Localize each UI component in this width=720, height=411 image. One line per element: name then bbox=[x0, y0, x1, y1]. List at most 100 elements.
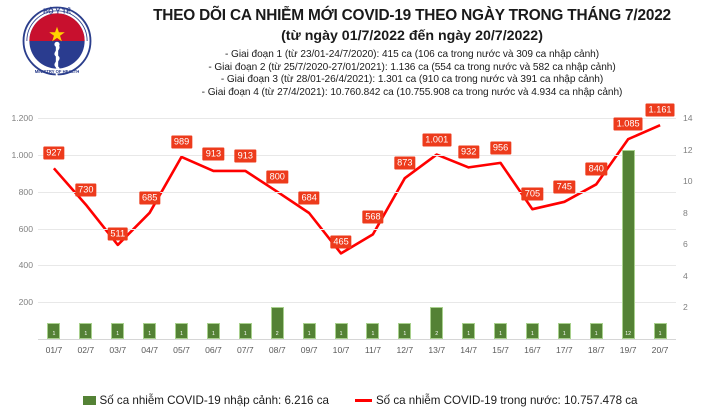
line-value-label: 684 bbox=[298, 191, 320, 205]
logo-bottom-text: MINISTRY OF HEALTH bbox=[35, 69, 79, 74]
bar-imported-cases: 1 bbox=[302, 323, 316, 339]
bar-value-label: 1 bbox=[499, 331, 502, 337]
gridline bbox=[38, 118, 676, 119]
y-axis-right-tick: 6 bbox=[683, 239, 688, 250]
bar-imported-cases: 2 bbox=[270, 307, 284, 339]
gridline bbox=[38, 339, 676, 340]
x-axis-labels: 01/7 02/7 03/7 04/7 05/7 06/7 07/7 08/7 09/7 10/7… bbox=[38, 345, 676, 361]
bar-imported-cases: 1 bbox=[334, 323, 348, 339]
bar-value-label: 1 bbox=[594, 331, 598, 337]
line-value-label: 1.085 bbox=[613, 117, 643, 131]
bar-value-label: 1 bbox=[530, 331, 534, 337]
line-value-label: 1.001 bbox=[422, 133, 452, 147]
bar-imported-cases: 1 bbox=[238, 323, 252, 339]
y-axis-right-tick: 2 bbox=[683, 302, 688, 313]
bar-value-label: 1 bbox=[339, 331, 343, 337]
x-axis-tick-label: 16/7 bbox=[524, 345, 541, 355]
bar-value-label: 1 bbox=[403, 331, 407, 337]
y-axis-left-tick: 600 bbox=[18, 223, 33, 234]
logo-top-text: BỘ Y TẾ bbox=[43, 5, 71, 15]
gridline bbox=[38, 228, 676, 230]
y-axis-right-tick: 8 bbox=[683, 207, 688, 218]
line-value-label: 730 bbox=[75, 183, 97, 197]
line-value-label: 956 bbox=[489, 141, 512, 155]
legend-line-swatch-icon bbox=[354, 398, 372, 402]
ministry-of-health-logo: BỘ Y TẾ MINISTRY OF HEALTH bbox=[14, 5, 100, 77]
line-value-label: 989 bbox=[170, 135, 193, 149]
y-axis-right-tick: 14 bbox=[683, 113, 693, 123]
bar-imported-cases: 1 bbox=[557, 323, 571, 339]
bar-value-label: 1 bbox=[148, 331, 152, 337]
line-value-label: 511 bbox=[107, 227, 129, 241]
bar-value-label: 2 bbox=[435, 331, 439, 337]
bar-imported-cases: 1 bbox=[653, 323, 667, 339]
y-axis-right-tick: 10 bbox=[683, 176, 693, 187]
x-axis-tick-label: 10/7 bbox=[332, 345, 350, 355]
y-axis-left-tick: 400 bbox=[18, 260, 33, 271]
title-block: THEO DÕI CA NHIỄM MỚI COVID-19 THEO NGÀY… bbox=[104, 6, 720, 99]
line-value-label: 568 bbox=[362, 210, 384, 224]
line-value-label: 800 bbox=[266, 170, 288, 184]
x-axis-tick-label: 14/7 bbox=[460, 345, 478, 355]
x-axis-tick-label: 04/7 bbox=[141, 345, 159, 355]
x-axis-tick-label: 09/7 bbox=[300, 345, 318, 355]
legend-domestic-label: Số ca nhiễm COVID-19 trong nước: 10.757.… bbox=[375, 393, 638, 407]
y-axis-left-tick: 1.200 bbox=[11, 113, 33, 123]
x-axis-tick-label: 17/7 bbox=[555, 345, 573, 355]
bar-imported-cases: 1 bbox=[462, 323, 476, 339]
legend-item-imported: Số ca nhiễm COVID-19 nhập cảnh: 6.216 ca bbox=[82, 393, 329, 407]
gridline bbox=[38, 302, 676, 304]
bar-imported-cases: 1 bbox=[111, 323, 125, 339]
bar-value-label: 1 bbox=[116, 331, 120, 337]
bar-value-label: 1 bbox=[243, 331, 247, 337]
x-axis-tick-label: 03/7 bbox=[109, 345, 127, 355]
bar-imported-cases: 2 bbox=[430, 307, 444, 339]
bar-imported-cases: 1 bbox=[175, 323, 189, 339]
line-value-label: 913 bbox=[234, 149, 257, 163]
line-value-label: 1.161 bbox=[645, 103, 675, 117]
phase-list: - Giai đoạn 1 (từ 23/01-24/7/2020): 415 … bbox=[104, 49, 720, 99]
line-value-label: 465 bbox=[330, 235, 352, 249]
line-value-label: 705 bbox=[521, 187, 544, 201]
line-value-label: 840 bbox=[585, 162, 607, 176]
gridline bbox=[38, 154, 676, 156]
line-value-label: 932 bbox=[457, 145, 480, 159]
phase-line-2: - Giai đoạn 2 (từ 25/7/2020-27/01/2021):… bbox=[208, 61, 616, 73]
chart-legend: Số ca nhiễm COVID-19 nhập cảnh: 6.216 ca… bbox=[0, 391, 720, 409]
y-axis-left-tick: 200 bbox=[18, 297, 33, 308]
x-axis-tick-label: 20/7 bbox=[651, 345, 669, 355]
bar-value-label: 1 bbox=[371, 331, 375, 337]
bar-imported-cases: 1 bbox=[206, 323, 220, 339]
x-axis-tick-label: 19/7 bbox=[619, 345, 637, 355]
bar-imported-cases: 1 bbox=[525, 323, 539, 339]
gridline bbox=[38, 191, 676, 193]
x-axis-tick-label: 02/7 bbox=[77, 345, 95, 355]
page-subtitle: (từ ngày 01/7/2022 đến ngày 20/7/2022) bbox=[281, 28, 543, 44]
bar-imported-cases: 1 bbox=[79, 323, 93, 339]
phase-line-3: - Giai đoạn 3 (từ 28/01-26/4/2021): 1.30… bbox=[220, 74, 604, 86]
line-value-label: 913 bbox=[202, 147, 225, 161]
line-value-label: 745 bbox=[553, 180, 576, 194]
phase-line-1: - Giai đoạn 1 (từ 23/01-24/7/2020): 415 … bbox=[224, 49, 600, 60]
bar-imported-cases: 1 bbox=[366, 323, 380, 339]
legend-item-domestic: Số ca nhiễm COVID-19 trong nước: 10.757.… bbox=[354, 393, 638, 407]
bar-value-label: 1 bbox=[180, 331, 183, 337]
x-axis-tick-label: 18/7 bbox=[587, 345, 605, 355]
bar-imported-cases: 1 bbox=[143, 323, 157, 339]
line-value-label: 927 bbox=[43, 146, 65, 160]
gridline bbox=[38, 265, 676, 267]
legend-imported-label: Số ca nhiễm COVID-19 nhập cảnh: 6.216 ca bbox=[99, 393, 329, 407]
bar-imported-cases: 12 bbox=[621, 149, 635, 339]
bar-value-label: 1 bbox=[467, 331, 471, 337]
x-axis-tick-label: 12/7 bbox=[396, 345, 414, 355]
y-axis-right-tick: 12 bbox=[683, 144, 693, 155]
bar-imported-cases: 1 bbox=[398, 323, 412, 339]
bar-value-label: 1 bbox=[658, 331, 662, 337]
y-axis-left-tick: 1.000 bbox=[11, 149, 33, 160]
bar-imported-cases: 1 bbox=[47, 323, 61, 339]
legend-bar-swatch-icon bbox=[82, 395, 96, 405]
x-axis-tick-label: 11/7 bbox=[364, 345, 381, 355]
line-value-label: 873 bbox=[394, 156, 416, 170]
bar-value-label: 2 bbox=[275, 331, 279, 337]
